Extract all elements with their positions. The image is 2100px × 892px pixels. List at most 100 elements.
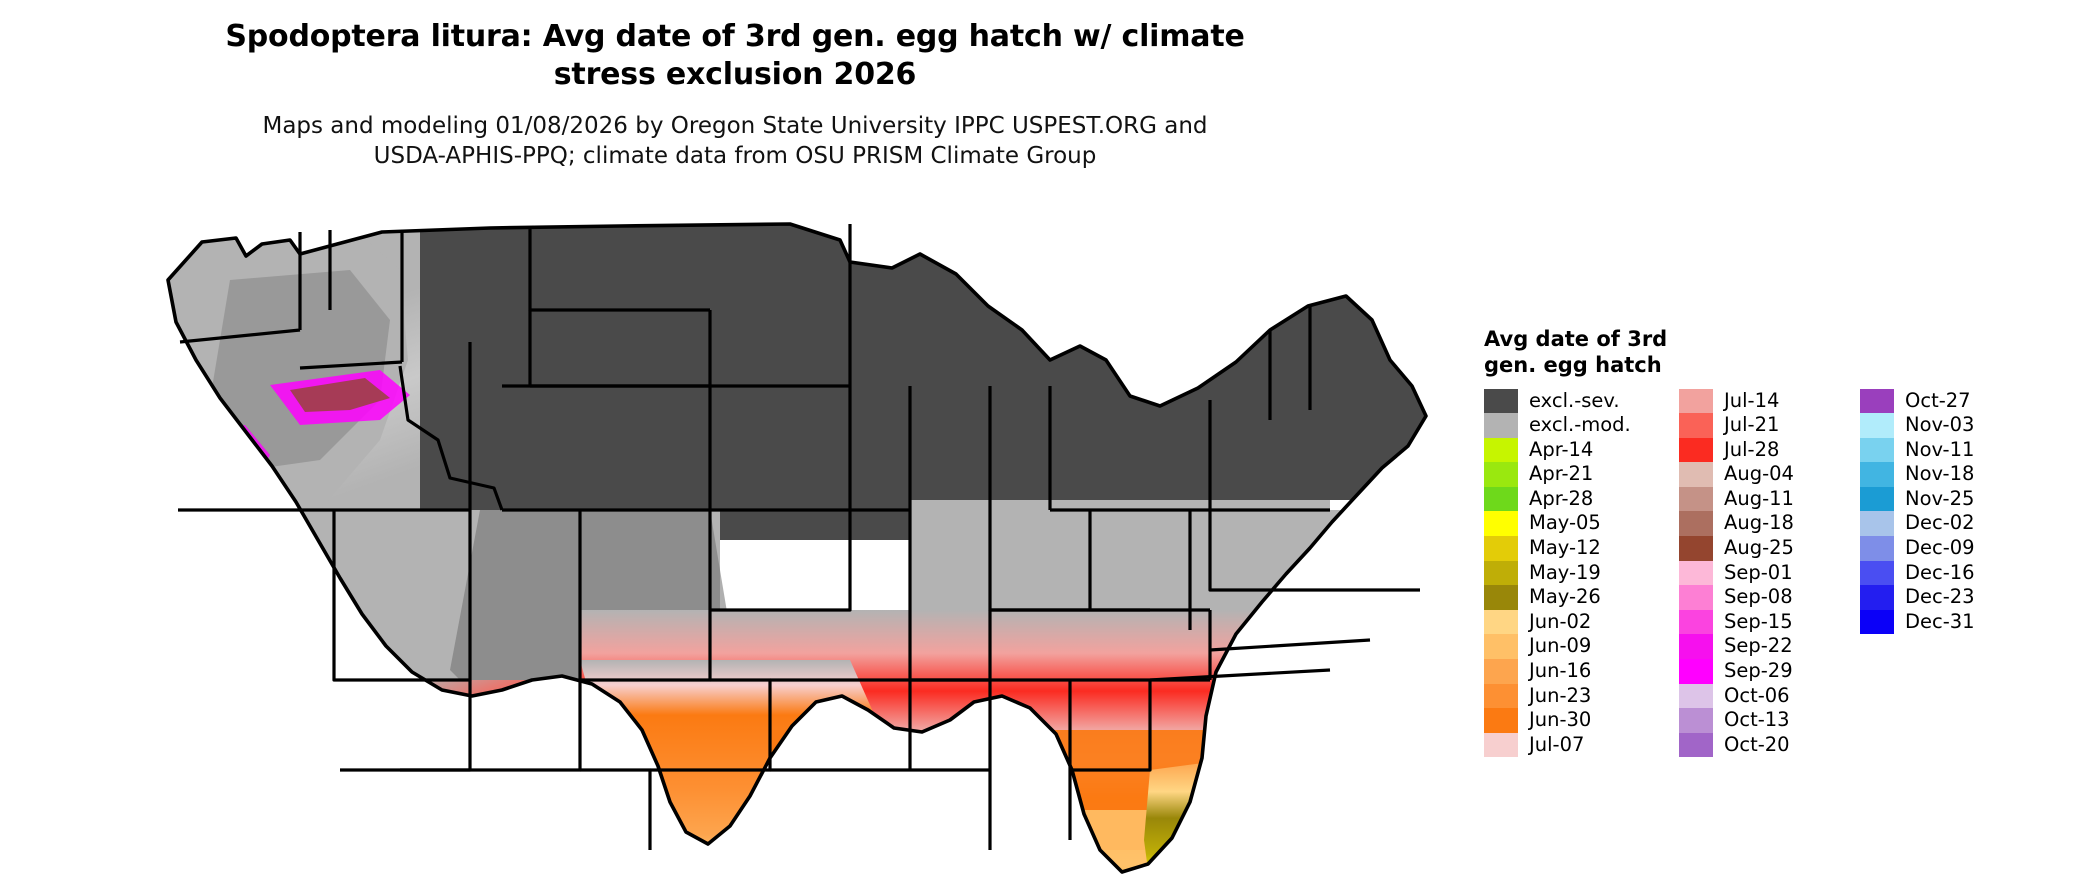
legend-swatch-jun-23[interactable] [1484, 683, 1518, 709]
region-northern-rockies [400, 224, 580, 470]
legend-swatch-jun-16[interactable] [1484, 659, 1518, 684]
legend-swatch-jul-14[interactable] [1679, 388, 1713, 414]
legend-swatch-dec-23[interactable] [1860, 585, 1894, 610]
legend-label-jul-14: Jul-14 [1724, 388, 1780, 412]
border-nc-va [1209, 638, 1371, 652]
border-id-west [299, 232, 404, 370]
legend-swatch-apr-14[interactable] [1484, 437, 1518, 463]
page-subtitle-line-1: Maps and modeling 01/08/2026 by Oregon S… [262, 112, 1208, 139]
legend-label-aug-11: Aug-11 [1724, 486, 1794, 510]
border-co-ks [710, 510, 852, 612]
legend-swatch-aug-11[interactable] [1679, 486, 1713, 512]
legend-label-nov-25: Nov-25 [1905, 486, 1975, 510]
legend-swatch-oct-06[interactable] [1679, 683, 1713, 709]
legend-label-may-26: May-26 [1529, 585, 1601, 609]
region-florida [1144, 762, 1222, 872]
legend-label-excl-mod: excl.-mod. [1529, 413, 1631, 437]
legend-label-aug-18: Aug-18 [1724, 511, 1794, 535]
legend-label-dec-23: Dec-23 [1905, 585, 1975, 609]
legend-label-sep-29: Sep-29 [1724, 659, 1793, 683]
border-nv-ut [332, 510, 472, 682]
region-desert-southwest [380, 680, 650, 870]
legend-swatch-jun-09[interactable] [1484, 634, 1518, 660]
legend-label-oct-20: Oct-20 [1724, 732, 1790, 756]
legend-swatch-oct-20[interactable] [1679, 732, 1713, 758]
map-container[interactable] [150, 210, 1470, 880]
legend-columns: excl.-sev. excl.-mod. Apr-14 Apr-21 Apr-28 Ma… [1484, 388, 2084, 758]
page-subtitle-line-2: USDA-APHIS-PPQ; climate data from OSU PR… [373, 143, 1097, 170]
legend-label-may-12: May-12 [1529, 536, 1601, 560]
legend-swatch-dec-02[interactable] [1860, 511, 1894, 537]
legend-swatch-nov-03[interactable] [1860, 413, 1894, 438]
legend-label-may-19: May-19 [1529, 560, 1601, 584]
legend-swatch-excl-mod[interactable] [1484, 413, 1518, 438]
legend-swatch-sep-15[interactable] [1679, 609, 1713, 635]
legend-column-3-labels: Oct-27 Nov-03 Nov-11 Nov-18 Nov-25 Dec-02 Dec-… [1905, 389, 2023, 635]
legend-swatch-aug-25[interactable] [1679, 536, 1713, 561]
legend-swatch-jun-30[interactable] [1484, 708, 1518, 733]
legend-label-dec-31: Dec-31 [1905, 609, 1975, 633]
legend-swatch-sep-22[interactable] [1679, 634, 1713, 660]
legend-swatch-dec-16[interactable] [1860, 560, 1894, 586]
legend-label-sep-22: Sep-22 [1724, 634, 1793, 658]
legend-title: Avg date of 3rd gen. egg hatch [1484, 326, 1744, 379]
legend-swatch-apr-21[interactable] [1484, 462, 1518, 487]
region-central-valley [226, 545, 340, 785]
border-id-mt [398, 365, 504, 511]
title-block: Spodoptera litura: Avg date of 3rd gen. … [0, 18, 1470, 172]
page-title: Spodoptera litura: Avg date of 3rd gen. … [0, 18, 1470, 95]
border-sc-nc [1149, 668, 1331, 682]
border-pa-md [1208, 510, 1420, 592]
legend-label-oct-13: Oct-13 [1724, 708, 1790, 732]
legend-swatch-may-19[interactable] [1484, 560, 1518, 586]
legend-swatch-jul-21[interactable] [1679, 413, 1713, 438]
page-title-line-1: Spodoptera litura: Avg date of 3rd gen. … [225, 19, 1245, 54]
legend-swatch-apr-28[interactable] [1484, 486, 1518, 512]
legend-swatch-jul-07[interactable] [1484, 732, 1518, 758]
legend-label-sep-15: Sep-15 [1724, 609, 1793, 633]
legend-swatch-may-12[interactable] [1484, 536, 1518, 561]
legend-swatch-sep-29[interactable] [1679, 659, 1713, 684]
legend-swatch-aug-18[interactable] [1679, 511, 1713, 537]
legend-swatch-jul-28[interactable] [1679, 437, 1713, 463]
legend-column-2-labels: Jul-14 Jul-21 Jul-28 Aug-04 Aug-11 Aug-18 Aug-… [1724, 389, 1846, 758]
legend-label-jun-30: Jun-30 [1529, 708, 1592, 732]
legend-label-jun-09: Jun-09 [1529, 634, 1592, 658]
legend-swatch-oct-27[interactable] [1860, 388, 1894, 414]
region-cascade-peaks [290, 378, 390, 412]
legend-label-jul-21: Jul-21 [1724, 413, 1780, 437]
legend-label-dec-02: Dec-02 [1905, 511, 1975, 535]
legend-swatch-nov-25[interactable] [1860, 486, 1894, 512]
legend-swatch-sep-01[interactable] [1679, 560, 1713, 586]
legend-swatch-aug-04[interactable] [1679, 462, 1713, 487]
region-gulf-coast [770, 730, 1290, 850]
legend-column-2-swatches [1679, 388, 1713, 758]
region-gulf-shore [770, 810, 1290, 870]
border-nm-ok [650, 678, 772, 772]
us-climate-raster-map[interactable] [150, 210, 1470, 880]
legend-label-aug-25: Aug-25 [1724, 536, 1794, 560]
legend-swatch-sep-08[interactable] [1679, 585, 1713, 610]
legend-swatch-may-05[interactable] [1484, 511, 1518, 537]
legend-swatch-nov-11[interactable] [1860, 437, 1894, 463]
map-raster-layer [168, 224, 1426, 872]
legend-swatch-nov-18[interactable] [1860, 462, 1894, 487]
legend-label-oct-27: Oct-27 [1905, 388, 1971, 412]
legend-title-line-1: Avg date of 3rd [1484, 327, 1668, 351]
border-wa-or [179, 232, 302, 344]
legend-swatch-excl-sev[interactable] [1484, 388, 1518, 414]
legend-swatch-may-26[interactable] [1484, 585, 1518, 610]
legend-label-jun-16: Jun-16 [1529, 659, 1592, 683]
state-boundaries [166, 222, 1428, 874]
legend-swatch-dec-09[interactable] [1860, 536, 1894, 561]
legend-swatch-oct-13[interactable] [1679, 708, 1713, 733]
page-title-line-2: stress exclusion 2026 [553, 57, 917, 93]
region-northeast [1210, 270, 1426, 500]
legend-label-dec-16: Dec-16 [1905, 560, 1975, 584]
legend-column-2: Jul-14 Jul-21 Jul-28 Aug-04 Aug-11 Aug-18 Aug-… [1679, 388, 1846, 758]
legend-swatch-dec-31[interactable] [1860, 609, 1894, 635]
border-ga-fl [1070, 680, 1152, 772]
page-subtitle: Maps and modeling 01/08/2026 by Oregon S… [0, 111, 1470, 172]
legend-swatch-jun-02[interactable] [1484, 609, 1518, 635]
